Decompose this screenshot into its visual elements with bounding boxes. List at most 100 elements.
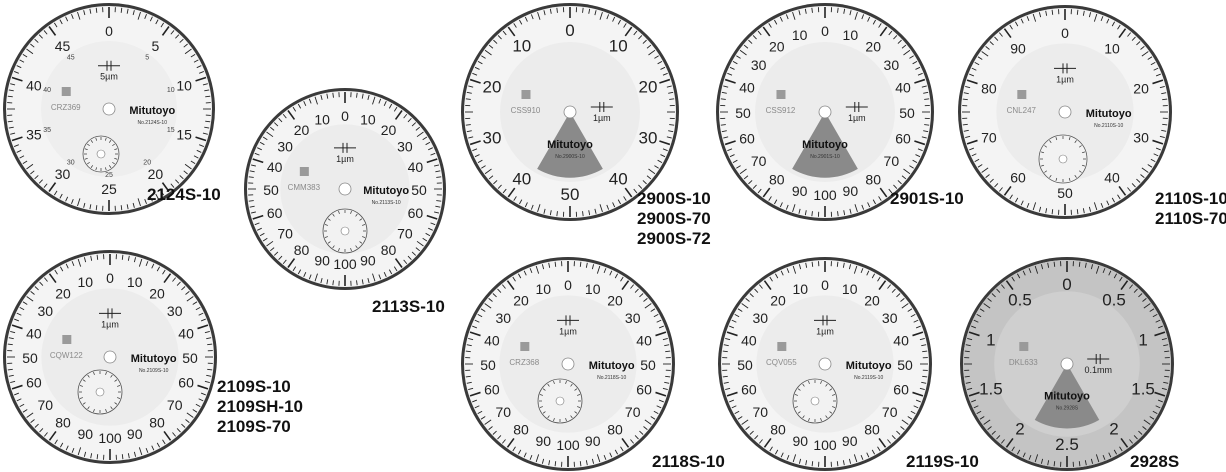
- scale-tick: [580, 461, 581, 466]
- scale-tick: [1054, 262, 1055, 267]
- scale-label: 20: [639, 78, 658, 97]
- scale-label: 50: [1057, 185, 1073, 201]
- scale-tick: [205, 121, 210, 122]
- scale-label: 0.5: [1008, 290, 1032, 309]
- scale-tick: [122, 255, 123, 260]
- resolution-text: 0.1mm: [1084, 365, 1112, 375]
- pointer-hole: [562, 358, 574, 370]
- dial-face-2124s-10: 051015202530354045510152025303540455µmCR…: [3, 3, 215, 215]
- scale-label: 20: [864, 292, 880, 308]
- model-caption-line: 2109S-10: [217, 377, 303, 397]
- scale-label: 80: [769, 171, 785, 187]
- scale-label: 40: [484, 332, 500, 348]
- scale-tick: [96, 205, 97, 210]
- scale-label: 20: [513, 292, 529, 308]
- model-caption-line: 2901S-10: [890, 189, 964, 209]
- scale-tick: [1077, 209, 1078, 214]
- scale-tick: [963, 124, 968, 125]
- scale-label: 0: [821, 23, 829, 39]
- scale-label: 80: [55, 415, 71, 431]
- scale-tick: [357, 280, 358, 285]
- scale-tick: [721, 99, 726, 100]
- dial-caption: 2119S-10: [906, 452, 979, 472]
- dial-caption: 2900S-10 2900S-70 2900S-72: [637, 189, 711, 249]
- scale-tick: [557, 211, 558, 216]
- serial-code-icon: [62, 335, 71, 344]
- model-number: No.2119S-10: [854, 375, 883, 381]
- model-number: No.2113S-10: [372, 200, 401, 206]
- scale-label: 20: [770, 292, 786, 308]
- scale-label: 10: [792, 27, 808, 43]
- brand-logo: Mitutoyo: [131, 353, 177, 365]
- scale-tick: [812, 262, 813, 267]
- scale-label: 80: [607, 422, 623, 438]
- brand-logo: Mitutoyo: [363, 185, 409, 197]
- brand-logo: Mitutoyo: [846, 360, 892, 372]
- scale-label: 10: [843, 27, 859, 43]
- scale-label: 90: [77, 426, 93, 442]
- scale-label: 90: [535, 433, 551, 449]
- scale-label: 40: [741, 332, 757, 348]
- model-number: No.2901S-10: [810, 154, 840, 160]
- scale-label: 40: [636, 332, 652, 348]
- brand-logo: Mitutoyo: [129, 105, 175, 117]
- inner-scale-label: 25: [105, 172, 113, 179]
- scale-label: 60: [26, 375, 42, 391]
- resolution-text: 5µm: [100, 72, 118, 82]
- scale-label: 100: [98, 430, 122, 446]
- scale-tick: [555, 262, 556, 267]
- inner-scale-label: 20: [143, 160, 151, 167]
- dial-face-2109s-10: 0 102030405060708090100908070605040302010…: [3, 250, 217, 464]
- serial-number: CQV055: [766, 358, 797, 367]
- scale-tick: [8, 344, 13, 345]
- scale-label: 40: [178, 325, 194, 341]
- scale-tick: [838, 211, 839, 216]
- pointer-hole: [339, 183, 351, 195]
- scale-label: 60: [408, 205, 424, 221]
- scale-label: 70: [625, 404, 641, 420]
- scale-label: 90: [360, 252, 376, 268]
- scale-label: 20: [149, 285, 165, 301]
- scale-label: 10: [792, 281, 808, 297]
- scale-label: 80: [381, 242, 397, 258]
- scale-label: 10: [127, 274, 143, 290]
- scale-label: 60: [267, 205, 283, 221]
- scale-tick: [965, 351, 970, 352]
- scale-label: 20: [148, 166, 164, 182]
- scale-label: 50: [411, 182, 427, 198]
- scale-label: 30: [882, 310, 898, 326]
- scale-label: 10: [585, 281, 601, 297]
- inner-scale-label: 35: [43, 127, 51, 134]
- scale-label: 80: [294, 242, 310, 258]
- scale-tick: [207, 344, 212, 345]
- scale-label: 30: [495, 310, 511, 326]
- scale-tick: [665, 376, 670, 377]
- resolution-text: 1µm: [559, 326, 577, 336]
- scale-label: 20: [1133, 80, 1149, 96]
- pointer-hole: [819, 106, 831, 118]
- model-number: No.2118S-10: [597, 375, 626, 381]
- scale-label: 30: [397, 139, 413, 155]
- scale-tick: [333, 280, 334, 285]
- scale-label: 100: [813, 187, 837, 203]
- scale-tick: [466, 376, 471, 377]
- scale-label: 40: [408, 159, 424, 175]
- scale-tick: [1164, 351, 1169, 352]
- scale-label: 40: [893, 332, 909, 348]
- serial-code-icon: [300, 167, 309, 176]
- scale-label: 60: [893, 382, 909, 398]
- dial-face-2928s: 00.511.522.521.510.50.1mmDKL633MitutoyoN…: [960, 257, 1174, 471]
- serial-code-icon: [520, 342, 529, 351]
- scale-label: 100: [556, 437, 580, 453]
- serial-code-icon: [62, 87, 71, 96]
- scale-tick: [436, 177, 441, 178]
- scale-label: 2: [1015, 420, 1024, 439]
- scale-tick: [466, 125, 471, 126]
- model-caption-line: 2928S: [1130, 452, 1179, 472]
- scale-label: 0: [821, 277, 829, 293]
- scale-label: 50: [22, 350, 38, 366]
- counter-hub: [811, 397, 819, 405]
- serial-code-icon: [1017, 90, 1026, 99]
- serial-number: CQW122: [50, 351, 83, 360]
